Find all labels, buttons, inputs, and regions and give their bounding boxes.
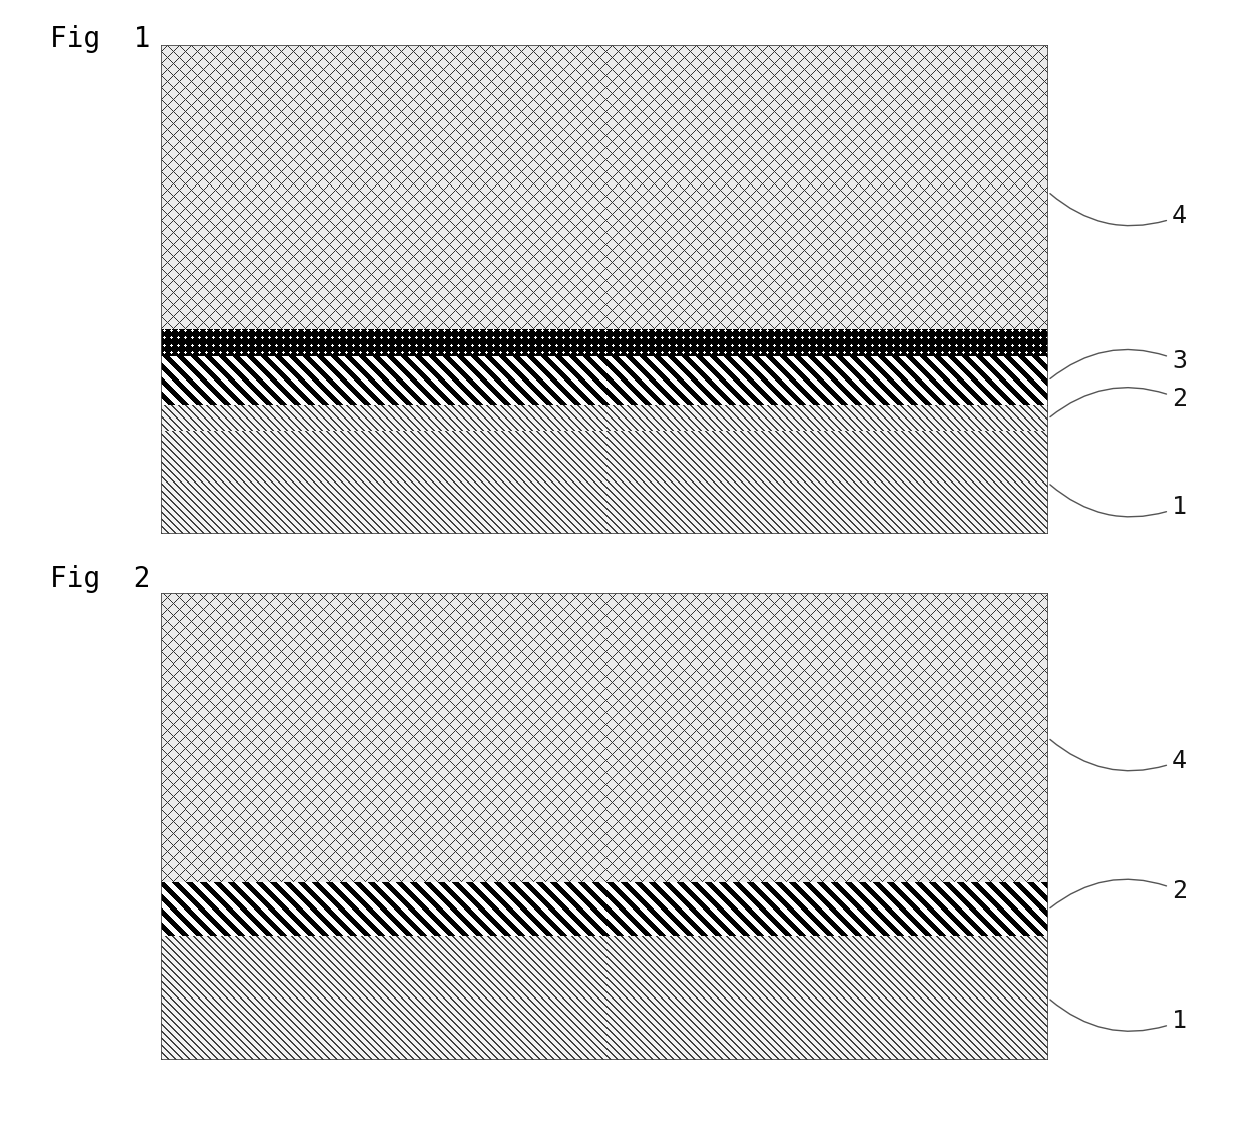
Text: 3: 3 xyxy=(1050,349,1187,378)
Text: 1: 1 xyxy=(1050,1000,1187,1034)
Text: 4: 4 xyxy=(1050,193,1187,228)
Text: 2: 2 xyxy=(1050,879,1187,908)
Text: 4: 4 xyxy=(1050,739,1187,773)
Text: 2: 2 xyxy=(1050,387,1187,416)
Text: 1: 1 xyxy=(1050,485,1187,520)
Text: Fig  2: Fig 2 xyxy=(50,565,150,593)
Text: Fig  1: Fig 1 xyxy=(50,25,150,53)
